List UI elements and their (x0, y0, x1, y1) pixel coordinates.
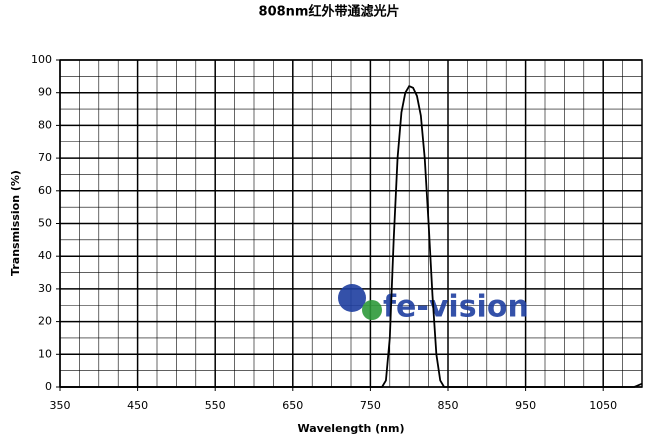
y-tick-label: 40 (38, 249, 52, 262)
x-tick-label: 550 (205, 399, 226, 412)
watermark-text: fe-vision (383, 290, 529, 325)
x-axis-label: Wavelength (nm) (298, 422, 405, 435)
logo-circle (338, 284, 366, 312)
logo-circle (362, 300, 382, 320)
x-tick-label: 450 (127, 399, 148, 412)
y-axis-label: Transmission (%) (9, 170, 22, 276)
watermark: fe-vision (338, 284, 529, 325)
y-tick-label: 90 (38, 86, 52, 99)
y-tick-label: 60 (38, 184, 52, 197)
x-tick-label: 750 (360, 399, 381, 412)
chart-title: 808nm红外带通滤光片 (259, 4, 400, 20)
y-tick-label: 100 (31, 53, 52, 66)
y-tick-label: 30 (38, 282, 52, 295)
x-tick-label: 1050 (589, 399, 617, 412)
y-tick-label: 70 (38, 151, 52, 164)
y-tick-label: 20 (38, 315, 52, 328)
data-line (60, 85, 643, 388)
x-tick-label: 650 (282, 399, 303, 412)
x-tick-label: 950 (515, 399, 536, 412)
y-tick-label: 80 (38, 118, 52, 131)
y-tick-label: 10 (38, 347, 52, 360)
x-tick-label: 850 (438, 399, 459, 412)
y-tick-label: 0 (45, 380, 52, 393)
y-tick-label: 50 (38, 217, 52, 230)
x-tick-label: 350 (50, 399, 71, 412)
